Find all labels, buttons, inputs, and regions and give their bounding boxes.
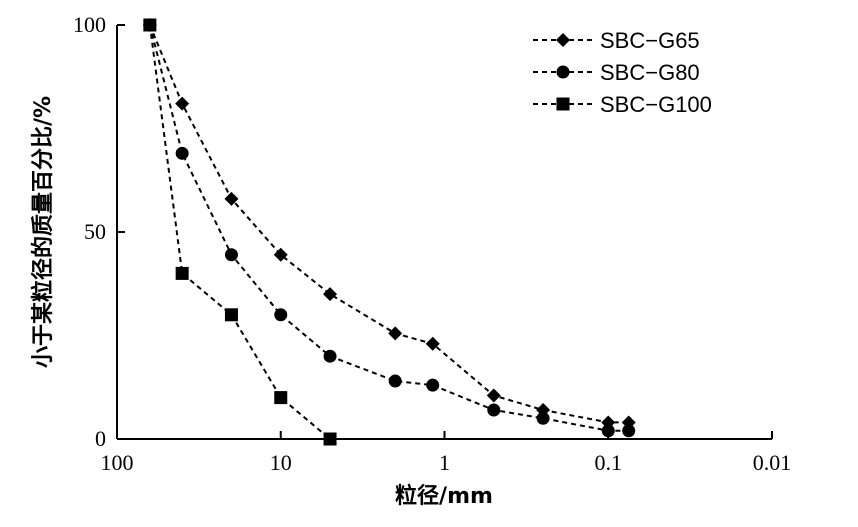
series-line xyxy=(148,24,331,440)
legend-marker xyxy=(556,97,570,111)
data-point xyxy=(224,308,238,322)
y-tick-label: 100 xyxy=(73,12,106,37)
data-point xyxy=(622,424,636,438)
legend-marker xyxy=(556,65,570,79)
axes xyxy=(116,25,772,440)
data-point xyxy=(175,96,190,111)
series-line xyxy=(148,24,629,424)
data-point xyxy=(323,432,337,446)
data-point xyxy=(388,326,403,341)
legend-label: SBC−G65 xyxy=(600,28,700,53)
data-point xyxy=(486,388,501,403)
data-point xyxy=(274,308,288,322)
data-point xyxy=(224,248,238,262)
data-point xyxy=(487,403,501,417)
data-point xyxy=(323,287,338,302)
x-tick-label: 100 xyxy=(101,450,134,475)
x-axis-title: 粒径/mm xyxy=(395,483,493,509)
series-1 xyxy=(143,18,636,438)
data-point xyxy=(224,191,239,206)
y-tick-label: 0 xyxy=(95,426,106,451)
series-2 xyxy=(143,18,337,446)
legend-item: SBC−G100 xyxy=(533,92,712,117)
y-tick-label: 50 xyxy=(84,219,106,244)
legend-marker xyxy=(556,33,570,47)
data-point xyxy=(425,336,440,351)
data-point xyxy=(274,391,288,405)
legend-item: SBC−G65 xyxy=(533,28,700,53)
x-tick-label: 10 xyxy=(270,450,292,475)
data-point xyxy=(143,18,157,32)
data-point xyxy=(175,266,189,280)
data-point xyxy=(388,374,402,388)
x-tick-label: 0.1 xyxy=(595,450,623,475)
data-point xyxy=(426,378,440,392)
series-line xyxy=(148,24,629,432)
series-layer xyxy=(142,18,636,446)
data-point xyxy=(601,424,615,438)
legend-label: SBC−G100 xyxy=(600,92,712,117)
legend-label: SBC−G80 xyxy=(600,60,700,85)
x-tick-label: 1 xyxy=(439,450,450,475)
data-point xyxy=(323,349,337,363)
data-point xyxy=(273,247,288,262)
x-tick-label: 0.01 xyxy=(753,450,792,475)
data-point xyxy=(175,146,189,160)
data-point xyxy=(536,411,550,425)
legend-item: SBC−G80 xyxy=(533,60,700,85)
ticks: 100 10 1 0.1 0.01 0 50 100 xyxy=(73,12,791,475)
legend: SBC−G65 SBC−G80 SBC−G100 xyxy=(533,28,712,117)
y-axis-title: 小于某粒径的质量百分比/% xyxy=(30,96,56,368)
